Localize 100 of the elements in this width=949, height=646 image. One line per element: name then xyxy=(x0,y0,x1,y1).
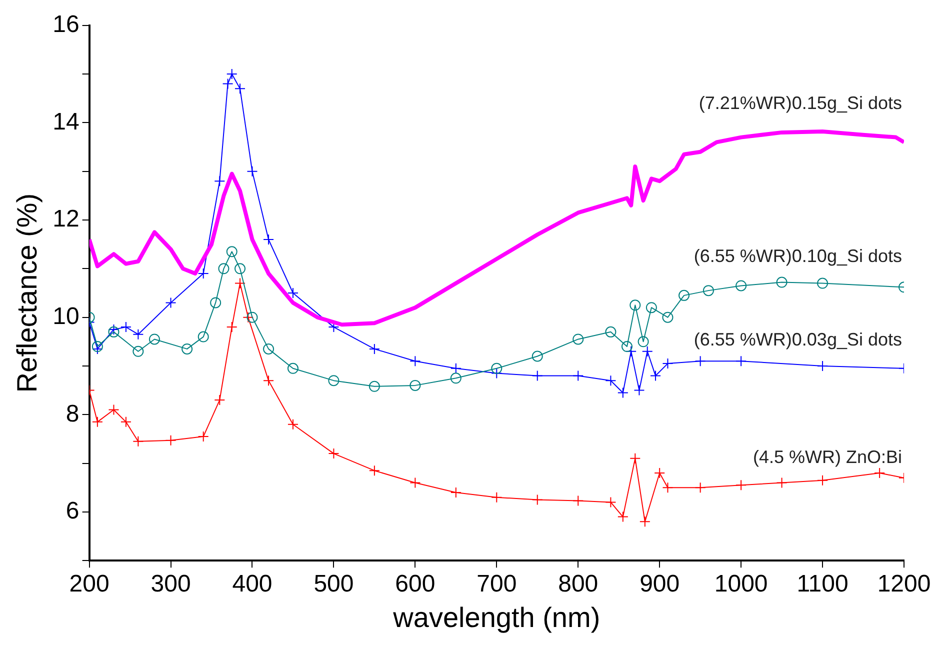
point xyxy=(450,486,462,498)
point xyxy=(410,380,421,391)
point xyxy=(605,496,616,508)
point xyxy=(817,360,828,372)
series-label: (4.5 %WR) ZnO:Bi xyxy=(752,446,902,467)
point xyxy=(287,418,298,430)
point xyxy=(736,480,747,491)
series-label: (6.55 %WR)0.10g_Si dots xyxy=(694,246,902,266)
point xyxy=(263,375,274,386)
point xyxy=(287,362,298,374)
point xyxy=(132,328,144,340)
point xyxy=(572,370,584,382)
point xyxy=(654,468,666,479)
series-label: (6.55 %WR)0.03g_Si dots xyxy=(694,329,902,350)
x-tick-label: 500 xyxy=(314,570,354,598)
point xyxy=(263,234,274,245)
x-axis-title: wavelength (nm) xyxy=(392,602,600,633)
point xyxy=(736,356,747,367)
point xyxy=(368,465,380,476)
point xyxy=(246,166,258,177)
x-tick-label: 200 xyxy=(69,570,110,598)
point xyxy=(368,380,380,392)
x-tick-label: 700 xyxy=(476,570,517,598)
point xyxy=(630,300,641,311)
point xyxy=(630,452,641,464)
point xyxy=(328,448,340,460)
point xyxy=(642,346,653,357)
point xyxy=(817,278,828,289)
point xyxy=(491,362,502,374)
point xyxy=(626,346,637,357)
point xyxy=(572,334,584,345)
point xyxy=(694,482,706,494)
point xyxy=(182,343,193,354)
point xyxy=(214,176,226,187)
point xyxy=(450,372,462,384)
x-tick-label: 400 xyxy=(232,570,272,598)
point xyxy=(817,474,828,486)
point xyxy=(634,384,645,396)
point xyxy=(234,83,246,94)
point xyxy=(108,326,120,338)
point xyxy=(874,468,886,479)
x-tick-label: 800 xyxy=(558,570,598,598)
y-tick-label: 10 xyxy=(52,302,80,330)
point xyxy=(702,285,714,296)
point xyxy=(605,375,616,386)
x-tick-label: 900 xyxy=(640,570,680,598)
point xyxy=(639,516,650,528)
point xyxy=(218,263,230,274)
point xyxy=(736,280,747,292)
y-tick-label: 8 xyxy=(66,400,80,428)
point xyxy=(328,375,340,386)
point xyxy=(120,416,132,428)
y-tick-label: 14 xyxy=(52,108,80,136)
point xyxy=(368,343,380,354)
y-tick-label: 6 xyxy=(66,498,80,525)
y-axis-title: Reflectance (%) xyxy=(12,193,43,393)
point xyxy=(132,346,144,357)
point xyxy=(638,336,649,348)
point xyxy=(226,246,238,258)
point xyxy=(532,350,543,362)
point xyxy=(222,78,234,90)
point xyxy=(198,331,209,342)
point xyxy=(108,324,120,335)
point xyxy=(234,278,246,289)
point xyxy=(198,431,209,442)
point xyxy=(226,68,238,80)
point xyxy=(165,297,176,308)
point xyxy=(246,312,258,323)
point xyxy=(198,268,209,280)
point xyxy=(287,288,298,298)
point xyxy=(234,263,246,274)
point xyxy=(410,356,421,367)
x-tick-label: 1000 xyxy=(714,570,768,598)
point xyxy=(132,436,144,447)
point xyxy=(120,322,132,333)
point xyxy=(226,322,238,333)
point xyxy=(678,290,690,301)
point xyxy=(532,494,543,506)
point xyxy=(92,416,103,428)
point xyxy=(210,297,222,308)
x-tick-label: 1100 xyxy=(796,570,848,598)
point xyxy=(662,482,674,494)
point xyxy=(617,387,628,398)
point xyxy=(410,477,421,488)
point xyxy=(617,511,628,522)
x-tick-label: 600 xyxy=(395,570,436,598)
point xyxy=(450,362,462,374)
point xyxy=(491,368,502,379)
point xyxy=(776,276,788,288)
point xyxy=(242,312,254,323)
y-tick-label: 12 xyxy=(52,206,80,233)
point xyxy=(263,343,274,354)
point xyxy=(165,434,176,446)
point xyxy=(776,477,788,488)
point xyxy=(662,358,674,370)
point xyxy=(108,404,120,416)
point xyxy=(694,356,706,367)
series-label: (7.21%WR)0.15g_Si dots xyxy=(698,93,902,114)
point xyxy=(532,370,543,382)
point xyxy=(622,341,632,352)
